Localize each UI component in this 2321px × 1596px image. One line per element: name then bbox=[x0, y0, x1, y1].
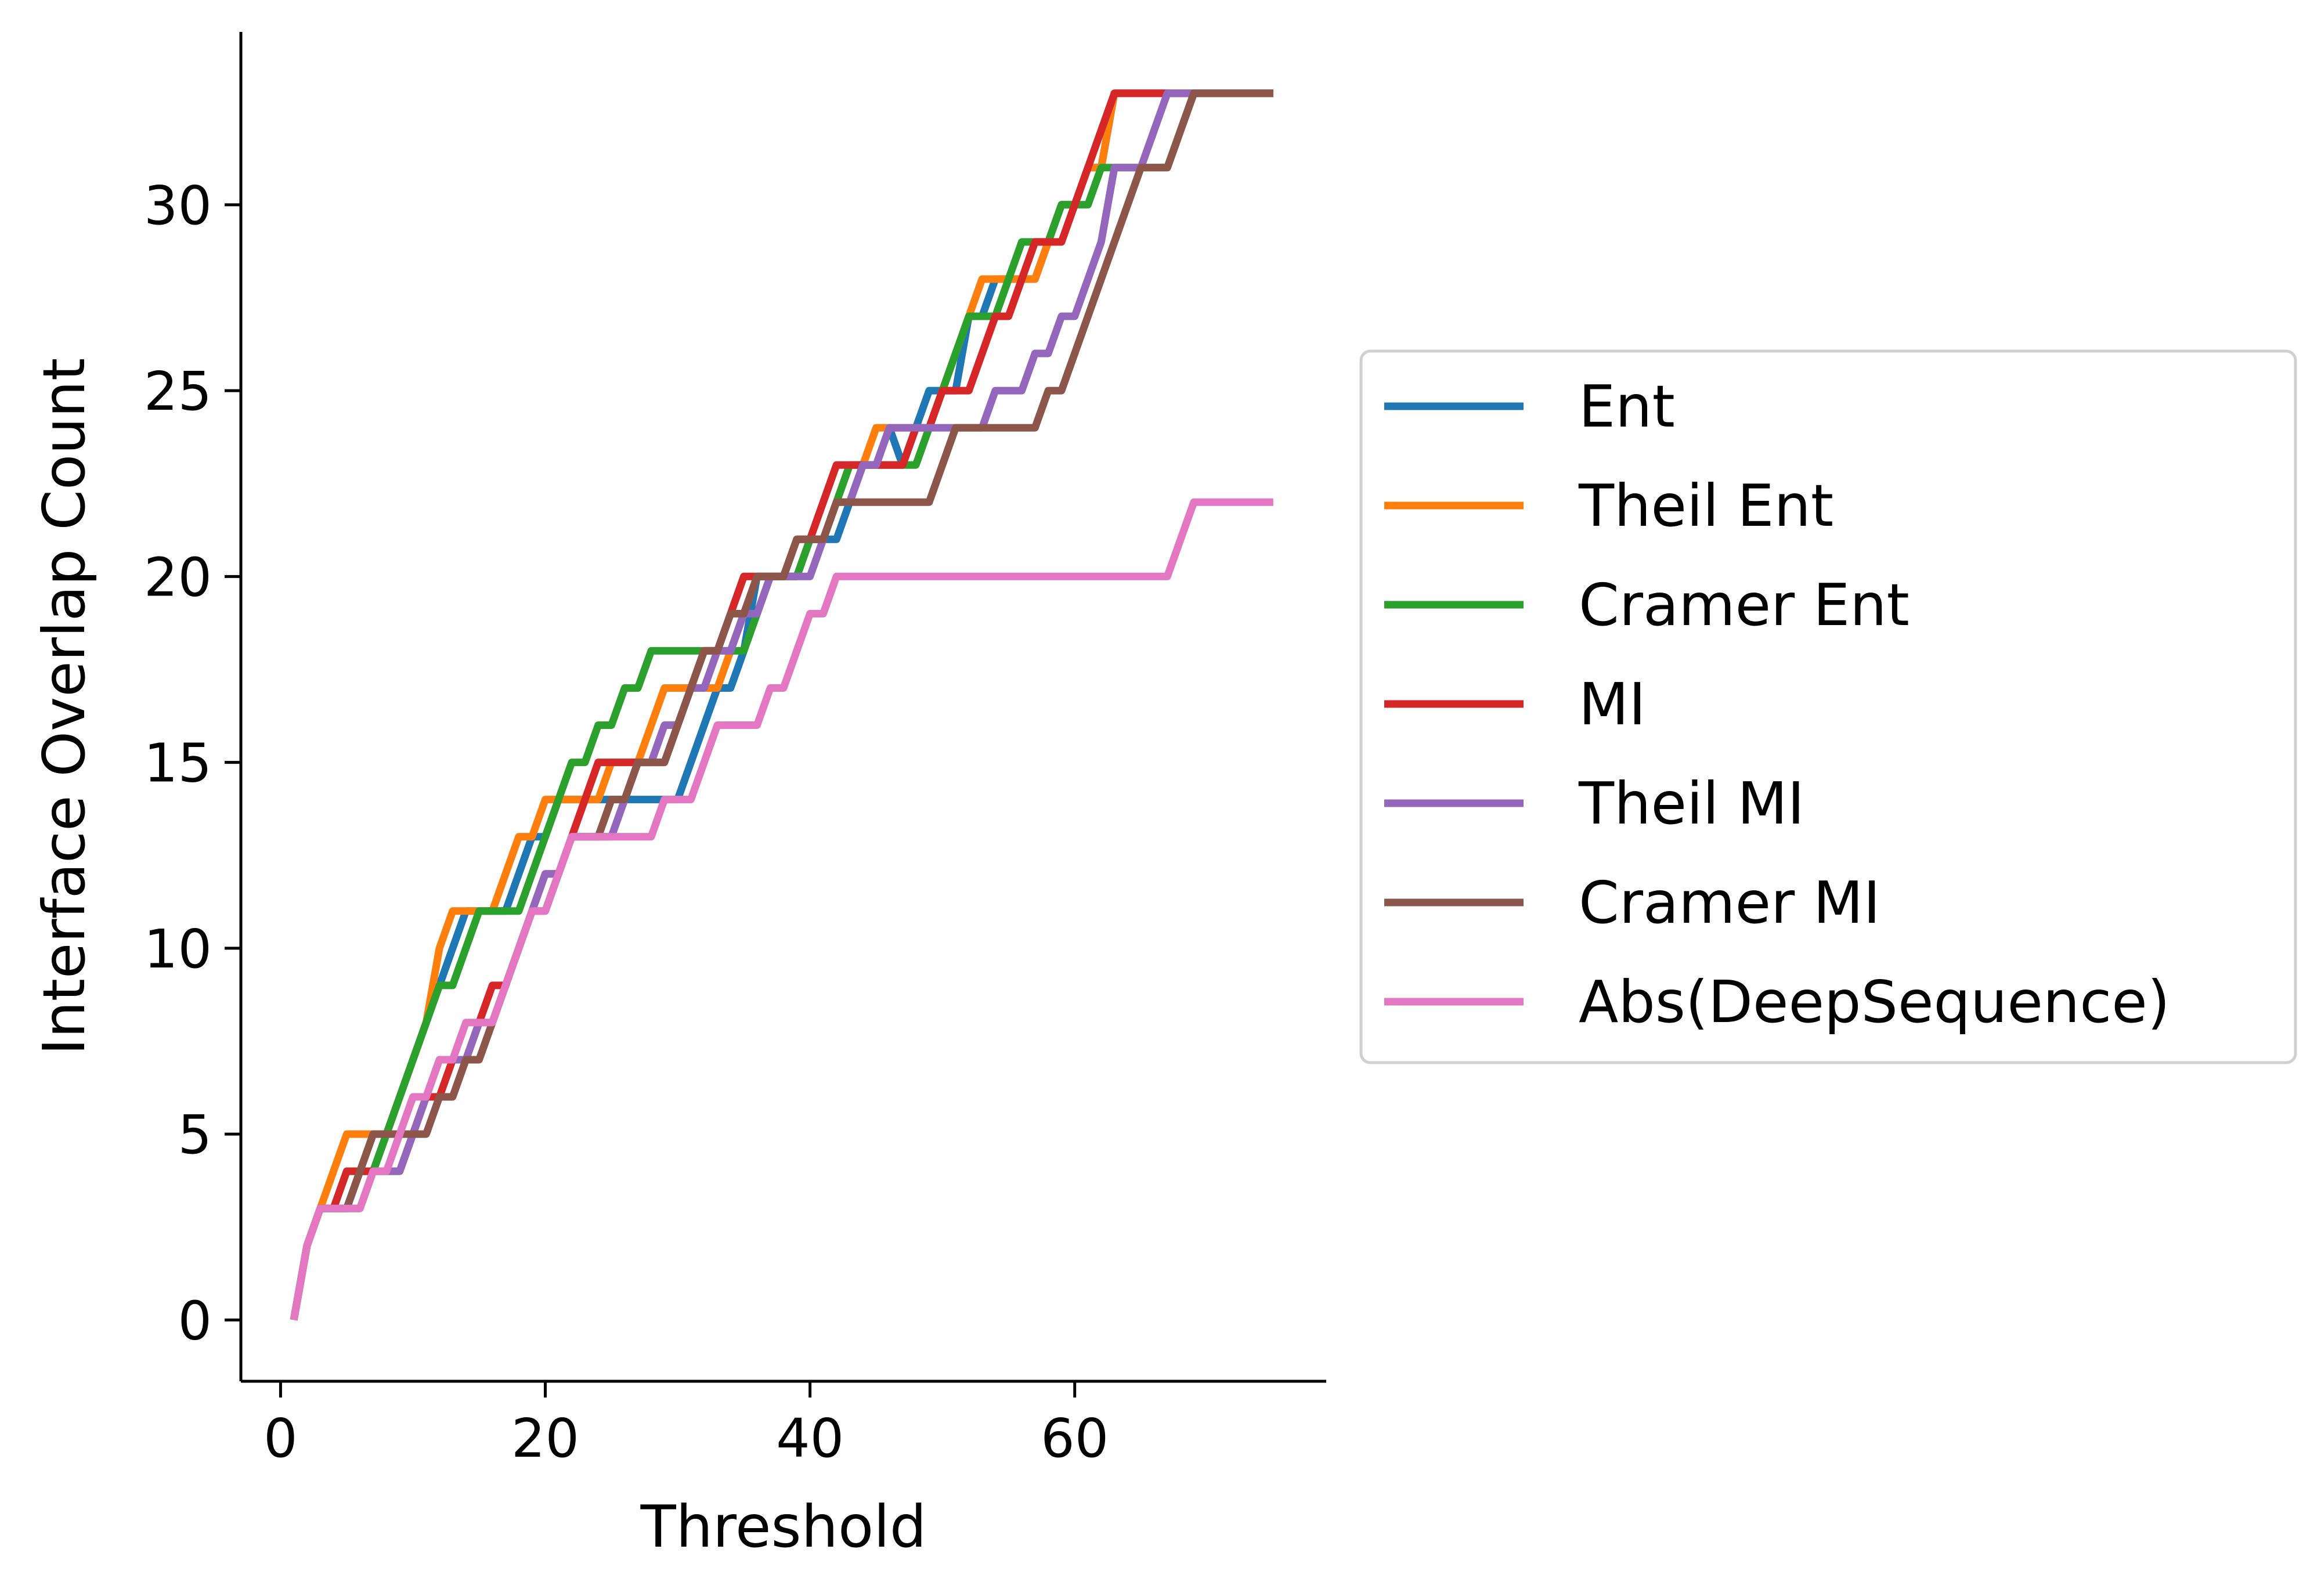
legend-label-cramer-ent: Cramer Ent bbox=[1579, 571, 1909, 639]
y-tick-label: 15 bbox=[144, 732, 212, 795]
y-tick-label: 20 bbox=[144, 546, 212, 608]
y-axis-label: Interface Overlap Count bbox=[30, 358, 98, 1055]
x-axis-label: Threshold bbox=[640, 1493, 927, 1561]
x-tick-label: 0 bbox=[263, 1407, 298, 1469]
x-tick-label: 60 bbox=[1041, 1407, 1109, 1469]
y-tick-label: 30 bbox=[144, 175, 212, 237]
x-tick-label: 20 bbox=[511, 1407, 579, 1469]
axes bbox=[239, 32, 1326, 1383]
series-line-cramer-ent bbox=[290, 89, 1273, 1321]
x-tick-label: 40 bbox=[776, 1407, 844, 1469]
y-tick-label: 10 bbox=[144, 918, 212, 980]
legend: Ent Theil Ent Cramer Ent MI Theil MI Cramer M… bbox=[1359, 349, 2297, 1064]
legend-label-abs-deepsequence: Abs(DeepSequence) bbox=[1579, 968, 2170, 1036]
legend-label-ent: Ent bbox=[1579, 373, 1675, 440]
y-tick-label: 25 bbox=[144, 360, 212, 423]
legend-box bbox=[1359, 349, 2297, 1064]
y-tick-label: 0 bbox=[178, 1290, 212, 1352]
series-line-abs-deepsequence bbox=[290, 498, 1273, 1321]
legend-label-theil-mi: Theil MI bbox=[1578, 770, 1804, 837]
series-line-theil-ent bbox=[290, 89, 1273, 1321]
series-line-cramer-mi bbox=[290, 89, 1273, 1321]
legend-label-mi: MI bbox=[1579, 670, 1646, 738]
ticks: 0 20 40 60 0 5 10 15 20 25 30 bbox=[144, 175, 1109, 1469]
series-line-theil-mi bbox=[290, 89, 1273, 1321]
series-lines bbox=[290, 89, 1273, 1321]
y-tick-label: 5 bbox=[178, 1104, 212, 1166]
series-line-ent bbox=[290, 89, 1273, 1321]
legend-label-cramer-mi: Cramer MI bbox=[1579, 869, 1880, 937]
series-line-mi bbox=[290, 89, 1273, 1321]
legend-label-theil-ent: Theil Ent bbox=[1578, 472, 1833, 540]
